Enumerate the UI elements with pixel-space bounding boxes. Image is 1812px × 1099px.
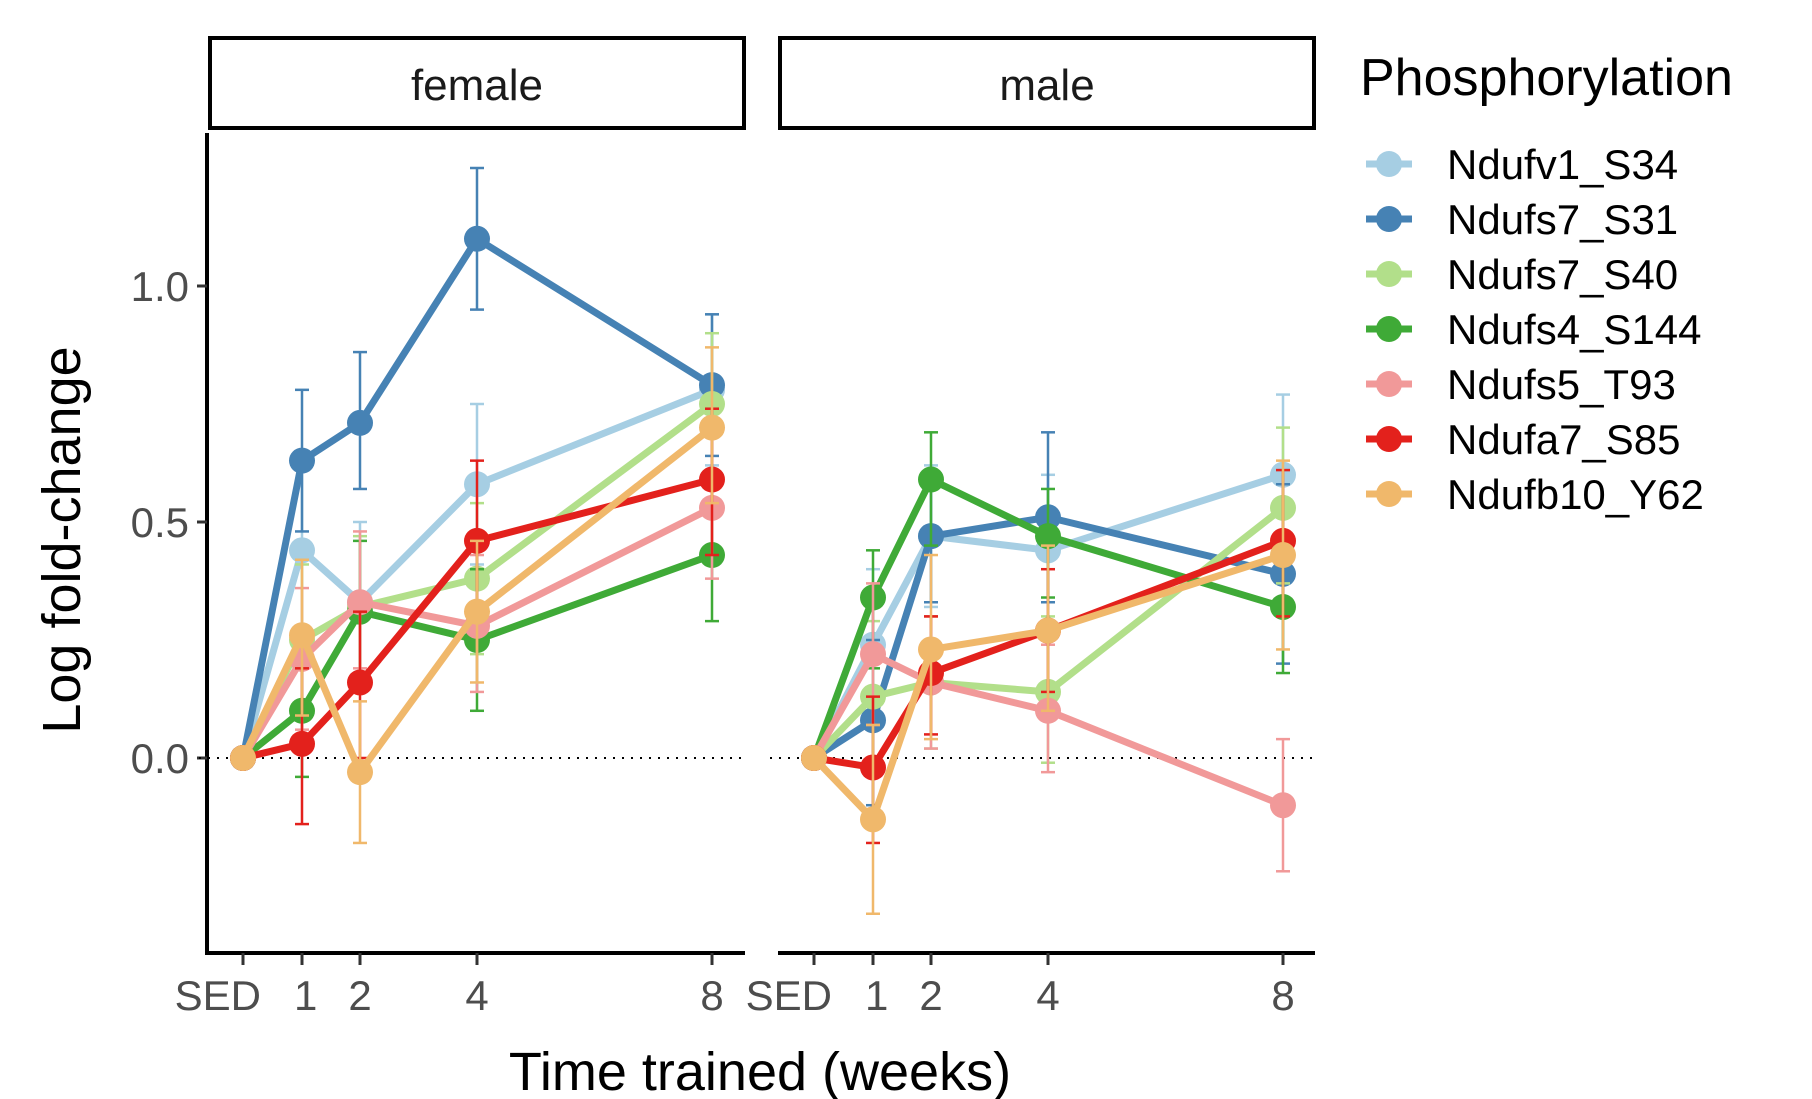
legend-item: Ndufs7_S40 [1366, 251, 1678, 298]
data-point [699, 414, 725, 441]
legend-key-point [1376, 206, 1402, 232]
data-point [289, 730, 315, 757]
legend-label: Ndufv1_S34 [1447, 141, 1678, 188]
x-tick-label: 4 [1036, 972, 1059, 1019]
data-point [289, 622, 315, 649]
strip-box [208, 36, 746, 130]
x-tick-label: 4 [465, 972, 488, 1019]
x-axis-title: Time trained (weeks) [509, 1042, 1011, 1099]
legend-item: Ndufb10_Y62 [1366, 471, 1704, 518]
data-point [347, 669, 373, 696]
data-point [1035, 617, 1061, 644]
legend-label: Ndufb10_Y62 [1447, 471, 1704, 518]
data-point [464, 225, 490, 252]
legend-key-point [1376, 371, 1402, 397]
data-point [230, 745, 256, 771]
legend-title: Phosphorylation [1360, 49, 1733, 107]
series-Ndufb10_Y62 [801, 459, 1296, 916]
legend-item: Ndufa7_S85 [1366, 416, 1681, 463]
x-tick-label: 2 [919, 972, 942, 1019]
legend-items: Ndufv1_S34 Ndufs7_S31 Ndufs7_S40 Ndufs4_S14… [1366, 141, 1704, 518]
strip-label: male [999, 61, 1094, 110]
legend-label: Ndufa7_S85 [1447, 416, 1681, 463]
data-point [289, 537, 315, 564]
legend: Phosphorylation Ndufv1_S34Ndufs7_S31Nduf… [1360, 49, 1733, 518]
legend-item: Ndufs7_S31 [1366, 196, 1678, 243]
data-point [464, 598, 490, 625]
legend-label: Ndufs5_T93 [1447, 361, 1676, 408]
legend-key-point [1376, 426, 1402, 452]
legend-item: Ndufs5_T93 [1366, 361, 1676, 408]
legend-item: Ndufv1_S34 [1366, 141, 1678, 188]
legend-key-point [1376, 481, 1402, 507]
data-point [347, 589, 373, 616]
x-tick-label: 1 [294, 972, 317, 1019]
strip-box [778, 36, 1316, 130]
x-tick-label: 8 [700, 972, 723, 1019]
data-point [1270, 792, 1296, 819]
legend-label: Ndufs4_S144 [1447, 306, 1702, 353]
legend-key-point [1376, 151, 1402, 177]
y-tick-label: 1.0 [131, 263, 189, 310]
data-point [918, 636, 944, 663]
x-tick-label: SED [175, 972, 261, 1019]
series-Ndufb10_Y62 [230, 346, 725, 845]
data-point [860, 806, 886, 833]
data-point [347, 759, 373, 786]
strip-label: female [411, 61, 543, 110]
legend-key-point [1376, 316, 1402, 342]
legend-key-point [1376, 261, 1402, 287]
panel-male: male SED 1 2 4 8 [746, 36, 1316, 1019]
x-tick-label: 8 [1271, 972, 1294, 1019]
data-point [347, 409, 373, 436]
series-Ndufa7_S85 [230, 407, 725, 826]
data-point [801, 745, 827, 771]
x-tick-label: SED [746, 972, 832, 1019]
y-tick-label: 0.0 [131, 735, 189, 782]
y-tick-label: 0.5 [131, 499, 189, 546]
x-tick-label: 1 [865, 972, 888, 1019]
data-point [289, 447, 315, 474]
legend-item: Ndufs4_S144 [1366, 306, 1702, 353]
legend-label: Ndufs7_S40 [1447, 251, 1678, 298]
panel-female: female 0.0 0.5 1.0 SED 1 2 4 8 [131, 36, 746, 1019]
x-tick-label: 2 [348, 972, 371, 1019]
y-axis-title: Log fold-change [32, 346, 92, 733]
data-point [1270, 542, 1296, 569]
data-point [918, 466, 944, 493]
data-point [860, 641, 886, 668]
legend-label: Ndufs7_S31 [1447, 196, 1678, 243]
data-point [1035, 523, 1061, 550]
